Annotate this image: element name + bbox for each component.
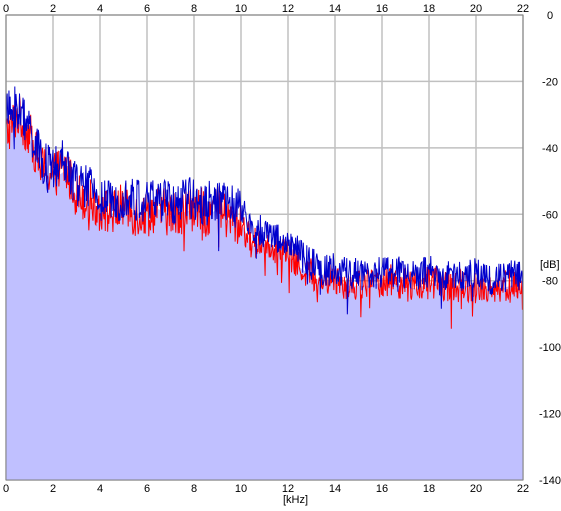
y-tick-label-5: -100	[539, 342, 561, 354]
x-tick-label-top-2: 4	[97, 3, 103, 15]
x-tick-label-top-1: 2	[50, 3, 56, 15]
x-tick-label-top-6: 12	[282, 3, 294, 15]
x-tick-label-bottom-5: 10	[235, 483, 247, 495]
x-axis-label: [kHz]	[283, 494, 308, 506]
x-tick-label-top-5: 10	[235, 3, 247, 15]
area-fill	[6, 117, 523, 481]
x-tick-label-bottom-6: 12	[282, 483, 294, 495]
x-tick-label-bottom-4: 8	[191, 483, 197, 495]
y-tick-label-3: -60	[542, 209, 558, 221]
x-tick-label-bottom-7: 14	[329, 483, 341, 495]
y-tick-label-7: -140	[539, 475, 561, 487]
x-tick-label-top-7: 14	[329, 3, 341, 15]
x-tick-label-bottom-10: 20	[470, 483, 482, 495]
y-tick-label-2: -40	[542, 143, 558, 155]
x-tick-label-bottom-0: 0	[3, 483, 9, 495]
x-tick-labels-bottom: 0 2 4 6 8 10 12 14 16 18 20 22	[3, 483, 529, 495]
x-tick-label-top-3: 6	[144, 3, 150, 15]
x-tick-label-bottom-8: 16	[376, 483, 388, 495]
x-tick-label-bottom-11: 22	[517, 483, 529, 495]
x-tick-label-top-10: 20	[470, 3, 482, 15]
y-axis-label: [dB]	[540, 259, 560, 271]
plot-frame	[5, 14, 524, 481]
y-tick-labels: 0 -20 -40 -60 -80 -100 -120 -140	[539, 10, 561, 487]
x-tick-label-bottom-1: 2	[50, 483, 56, 495]
y-tick-label-6: -120	[539, 409, 561, 421]
spectrum-fill-area	[6, 117, 523, 481]
x-tick-label-top-0: 0	[3, 3, 9, 15]
x-tick-label-bottom-9: 18	[423, 483, 435, 495]
x-tick-labels-top: 0 2 4 6 8 10 12 14 16 18 20 22	[3, 3, 529, 15]
x-tick-label-bottom-3: 6	[144, 483, 150, 495]
spectrum-lines	[5, 86, 524, 329]
x-tick-label-bottom-2: 4	[97, 483, 103, 495]
y-tick-label-0: 0	[547, 10, 553, 22]
series-line-0	[5, 95, 524, 329]
x-tick-label-top-4: 8	[191, 3, 197, 15]
y-tick-label-4: -80	[542, 276, 558, 288]
x-tick-label-top-9: 18	[423, 3, 435, 15]
x-tick-label-top-11: 22	[517, 3, 529, 15]
y-tick-label-1: -20	[542, 76, 558, 88]
series-line-1	[5, 86, 524, 315]
x-tick-label-top-8: 16	[376, 3, 388, 15]
